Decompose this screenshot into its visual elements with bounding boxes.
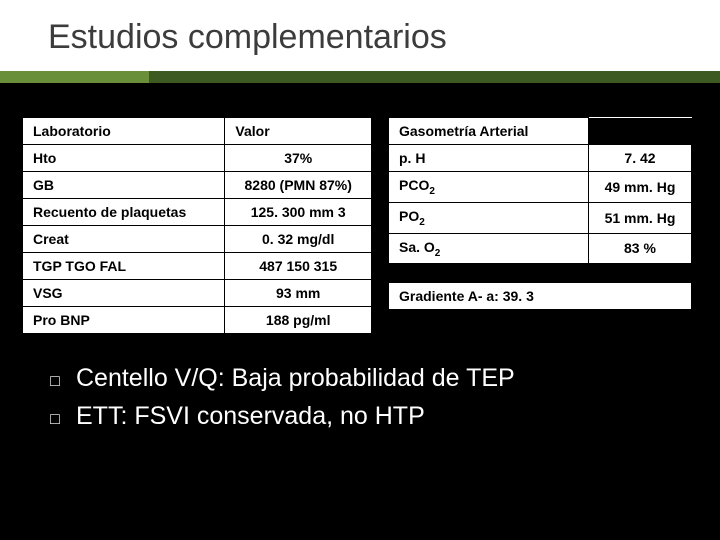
gas-value: 49 mm. Hg [588,172,691,203]
gradient-table: Gradiente A- a: 39. 3 [388,282,692,310]
lab-name: VSG [23,280,225,307]
table-row: Laboratorio Valor [23,118,372,145]
lab-name: Recuento de plaquetas [23,199,225,226]
table-row: Gasometría Arterial [389,118,692,145]
lab-header-value: Valor [225,118,372,145]
table-row: PCO2 49 mm. Hg [389,172,692,203]
bullet-text: Centello V/Q: Baja probabilidad de TEP [76,362,515,394]
lab-table: Laboratorio Valor Hto 37% GB 8280 (PMN 8… [22,117,372,334]
table-row: Recuento de plaquetas 125. 300 mm 3 [23,199,372,226]
table-row: GB 8280 (PMN 87%) [23,172,372,199]
lab-value: 125. 300 mm 3 [225,199,372,226]
lab-value: 487 150 315 [225,253,372,280]
lab-header-name: Laboratorio [23,118,225,145]
accent-right [149,71,720,83]
table-row: Sa. O2 83 % [389,233,692,264]
list-item: □ ETT: FSVI conservada, no HTP [48,400,720,434]
table-row: Hto 37% [23,145,372,172]
lab-value: 8280 (PMN 87%) [225,172,372,199]
gas-name: PO2 [389,202,589,233]
tables-container: Laboratorio Valor Hto 37% GB 8280 (PMN 8… [0,83,720,334]
bullet-list: □ Centello V/Q: Baja probabilidad de TEP… [0,334,720,434]
gas-column: Gasometría Arterial p. H 7. 42 PCO2 49 m… [388,117,692,310]
gradient-cell: Gradiente A- a: 39. 3 [389,283,692,310]
lab-value: 37% [225,145,372,172]
slide-title: Estudios complementarios [48,18,720,57]
table-row: PO2 51 mm. Hg [389,202,692,233]
lab-value: 188 pg/ml [225,307,372,334]
bullet-icon: □ [48,368,62,396]
gas-table: Gasometría Arterial p. H 7. 42 PCO2 49 m… [388,117,692,264]
gas-header-blank [588,118,691,145]
gas-name: p. H [389,145,589,172]
lab-name: Hto [23,145,225,172]
table-row: VSG 93 mm [23,280,372,307]
bullet-icon: □ [48,406,62,434]
lab-name: TGP TGO FAL [23,253,225,280]
lab-value: 93 mm [225,280,372,307]
lab-name: Creat [23,226,225,253]
bullet-text: ETT: FSVI conservada, no HTP [76,400,425,432]
gas-name: PCO2 [389,172,589,203]
table-row: Pro BNP 188 pg/ml [23,307,372,334]
accent-bar [0,71,720,83]
gas-value: 51 mm. Hg [588,202,691,233]
lab-name: Pro BNP [23,307,225,334]
gas-header: Gasometría Arterial [389,118,589,145]
gas-value: 7. 42 [588,145,691,172]
table-row: TGP TGO FAL 487 150 315 [23,253,372,280]
accent-left [0,71,149,83]
table-row: Gradiente A- a: 39. 3 [389,283,692,310]
list-item: □ Centello V/Q: Baja probabilidad de TEP [48,362,720,396]
gas-value: 83 % [588,233,691,264]
lab-value: 0. 32 mg/dl [225,226,372,253]
table-row: p. H 7. 42 [389,145,692,172]
gas-name: Sa. O2 [389,233,589,264]
title-bar: Estudios complementarios [0,0,720,71]
lab-name: GB [23,172,225,199]
table-row: Creat 0. 32 mg/dl [23,226,372,253]
